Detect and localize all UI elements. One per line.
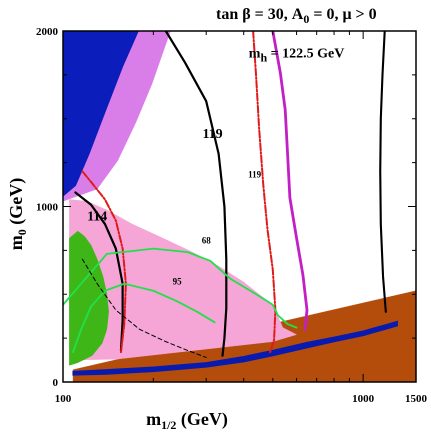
contour-line-122-5-GeV-0 [271, 31, 309, 331]
contour-label-119-1: 119 [202, 127, 222, 142]
chart-title: tan β = 30, A0 = 0, μ > 0 [216, 6, 377, 26]
contour-label-95-5: 95 [173, 277, 183, 287]
higgs-mass-annotation: mh = 122.5 GeV [249, 46, 345, 64]
y-tick-label-1000: 1000 [36, 202, 59, 214]
contour-line-unlabeled-8 [81, 258, 207, 358]
x-tick-label-1500: 1500 [405, 393, 428, 405]
neutralino-relic-density-strip [63, 31, 139, 197]
contour-label-68-4: 68 [202, 235, 212, 245]
text-layer: tan β = 30, A0 = 0, μ > 0 m1/2 (GeV) m0 (G… [6, 6, 377, 432]
contour-line-unlabeled-4 [379, 31, 387, 313]
y-axis-label: m0 (GeV) [6, 178, 29, 250]
contour-line-119-1 [164, 31, 228, 357]
y-tick-label-0: 0 [53, 377, 59, 389]
b-to-s-gamma-excluded-region [69, 230, 109, 366]
contour-label-114-3: 114 [87, 210, 107, 225]
contour-line-95-7 [72, 282, 216, 354]
contour-line-119-2 [252, 31, 277, 354]
gminus2-band [69, 199, 298, 361]
y-tick-label-2000: 2000 [36, 26, 59, 38]
x-axis-label: m1/2 (GeV) [146, 409, 228, 432]
x-tick-label-100: 100 [55, 393, 72, 405]
contour-line-114-3 [74, 191, 124, 352]
contour-label-119-2: 119 [248, 170, 262, 180]
contour-line-68-6 [63, 247, 298, 329]
relic-density-strip-lower [72, 320, 398, 376]
plot-area [63, 31, 416, 382]
plot-layer [63, 31, 416, 382]
axes-layer: 100 1000 1500 0 1000 2000 [36, 26, 428, 405]
x-tick-label-1000: 1000 [352, 393, 375, 405]
